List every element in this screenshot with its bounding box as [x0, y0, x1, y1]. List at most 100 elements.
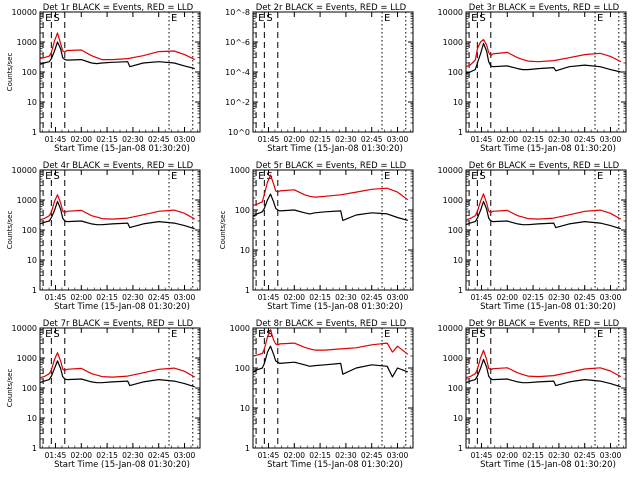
y-tick-label: 10000 [12, 8, 37, 17]
event-marker-label: E [45, 329, 51, 340]
event-marker-label: E [258, 329, 264, 340]
y-tick-label: 10 [453, 256, 463, 265]
series-lld-line [465, 193, 622, 221]
y-tick-label: 10 [453, 414, 463, 423]
x-tick-label: 02:30 [548, 451, 570, 460]
x-tick-label: 03:00 [387, 451, 409, 460]
series-events-line [465, 200, 621, 230]
x-axis-label: Start Time (15-Jan-08 01:30:20) [54, 144, 190, 154]
y-tick-label: 1 [245, 444, 250, 453]
x-tick-label: 02:45 [148, 135, 170, 144]
x-tick-label: 02:00 [70, 135, 92, 144]
series-events-line [39, 41, 195, 70]
x-tick-label: 02:00 [496, 135, 518, 144]
x-tick-label: 02:15 [309, 451, 331, 460]
event-marker-label: E [471, 171, 477, 182]
y-axis-label: Counts/sec [219, 211, 227, 250]
x-axis-label: Start Time (15-Jan-08 01:30:20) [267, 460, 403, 470]
x-tick-label: 03:00 [600, 293, 622, 302]
event-marker-label: E [258, 171, 264, 182]
x-tick-label: 02:15 [522, 293, 544, 302]
x-tick-label: 03:00 [387, 293, 409, 302]
x-tick-label: 02:00 [70, 451, 92, 460]
x-tick-label: 02:15 [309, 293, 331, 302]
x-tick-label: 01:45 [471, 293, 493, 302]
y-axis-label: Counts/sec [6, 53, 14, 92]
chart-title: Det 6r BLACK = Events, RED = LLD [469, 161, 620, 171]
y-tick-label: 100 [448, 226, 463, 235]
chart-title: Det 5r BLACK = Events, RED = LLD [256, 161, 407, 171]
y-tick-label: 100 [22, 68, 37, 77]
x-tick-label: 02:45 [361, 293, 383, 302]
y-tick-label: 1 [32, 128, 37, 137]
x-tick-label: 02:00 [496, 293, 518, 302]
y-tick-label: 10 [453, 98, 463, 107]
series-lld-line [465, 349, 622, 379]
event-marker-label: E [171, 171, 177, 182]
y-tick-label: 10000 [12, 166, 37, 175]
y-tick-label: 10 [240, 246, 250, 255]
series-lld-line [39, 32, 196, 61]
x-tick-label: 02:15 [309, 135, 331, 144]
x-tick-label: 02:30 [335, 293, 357, 302]
x-tick-label: 01:45 [45, 451, 67, 460]
x-tick-label: 01:45 [258, 293, 280, 302]
x-tick-label: 02:30 [548, 293, 570, 302]
series-lld-line [252, 329, 409, 357]
x-tick-label: 03:00 [387, 135, 409, 144]
chart-title: Det 8r BLACK = Events, RED = LLD [256, 319, 407, 329]
x-axis-label: Start Time (15-Jan-08 01:30:20) [480, 144, 616, 154]
y-tick-label: 1000 [230, 166, 250, 175]
y-tick-label: 10 [27, 256, 37, 265]
event-marker-label: S [53, 13, 59, 24]
x-tick-label: 02:15 [522, 135, 544, 144]
y-tick-label: 1000 [443, 196, 463, 205]
y-tick-label: 1 [458, 286, 463, 295]
x-tick-label: 02:45 [574, 293, 596, 302]
y-tick-label: 10 [27, 98, 37, 107]
chart-panel-8r: Det 8r BLACK = Events, RED = LLD 1 10 100 10… [230, 319, 414, 470]
x-tick-label: 02:45 [361, 451, 383, 460]
event-marker-label: E [597, 329, 603, 340]
x-tick-label: 03:00 [174, 293, 196, 302]
event-marker-label: S [479, 171, 485, 182]
x-axis-label: Start Time (15-Jan-08 01:30:20) [54, 460, 190, 470]
event-marker-label: E [384, 329, 390, 340]
plot-frame [252, 169, 414, 291]
event-marker-label: E [471, 329, 477, 340]
event-marker-label: E [45, 171, 51, 182]
event-marker-label: S [266, 329, 272, 340]
event-marker-label: E [384, 13, 390, 24]
chart-panel-3r: Det 3r BLACK = Events, RED = LLD 1 10 100 10… [438, 3, 627, 154]
plot-frame [39, 169, 201, 291]
x-tick-label: 02:00 [283, 293, 305, 302]
chart-title: Det 2r BLACK = Events, RED = LLD [256, 3, 407, 13]
event-marker-label: E [597, 13, 603, 24]
y-tick-label: 10^-4 [225, 68, 250, 77]
series-events-line [252, 193, 408, 221]
chart-panel-6r: Det 6r BLACK = Events, RED = LLD 1 10 100 10… [438, 161, 627, 312]
series-events-line [465, 42, 621, 74]
y-tick-label: 10000 [438, 324, 463, 333]
x-tick-label: 01:45 [45, 293, 67, 302]
chart-panel-7r: Det 7r BLACK = Events, RED = LLD 1 10 100 10… [6, 319, 201, 470]
x-tick-label: 02:30 [335, 135, 357, 144]
plot-frame [465, 11, 627, 133]
x-tick-label: 02:00 [283, 135, 305, 144]
plot-frame [39, 11, 201, 133]
x-tick-label: 02:30 [122, 451, 144, 460]
x-tick-label: 02:15 [522, 451, 544, 460]
chart-panel-9r: Det 9r BLACK = Events, RED = LLD 1 10 100 10… [438, 319, 627, 470]
y-tick-label: 10^-2 [225, 98, 250, 107]
event-marker-label: S [53, 171, 59, 182]
y-tick-label: 1000 [443, 354, 463, 363]
x-axis-label: Start Time (15-Jan-08 01:30:20) [54, 302, 190, 312]
x-tick-label: 02:00 [496, 451, 518, 460]
event-marker-label: S [479, 329, 485, 340]
event-marker-label: E [471, 13, 477, 24]
x-tick-label: 01:45 [258, 135, 280, 144]
y-tick-label: 10 [27, 414, 37, 423]
x-tick-label: 03:00 [174, 451, 196, 460]
chart-title: Det 7r BLACK = Events, RED = LLD [43, 319, 194, 329]
